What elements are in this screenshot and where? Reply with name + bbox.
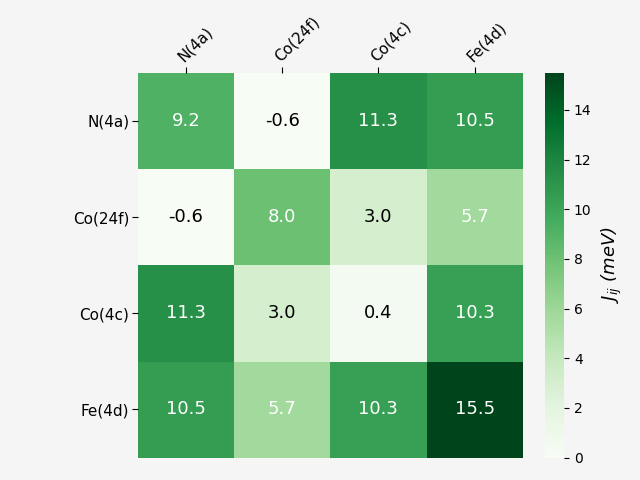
Text: 10.3: 10.3 (358, 400, 398, 419)
Text: -0.6: -0.6 (265, 112, 300, 130)
Text: 11.3: 11.3 (358, 112, 398, 130)
Text: 3.0: 3.0 (268, 304, 296, 322)
Text: 15.5: 15.5 (454, 400, 495, 419)
Text: 0.4: 0.4 (364, 304, 392, 322)
Text: 11.3: 11.3 (166, 304, 206, 322)
Text: -0.6: -0.6 (168, 208, 204, 226)
Text: 10.5: 10.5 (454, 112, 495, 130)
Text: 3.0: 3.0 (364, 208, 392, 226)
Text: 10.3: 10.3 (454, 304, 495, 322)
Text: 5.7: 5.7 (268, 400, 296, 419)
Text: 10.5: 10.5 (166, 400, 206, 419)
Text: 5.7: 5.7 (460, 208, 489, 226)
Text: 9.2: 9.2 (172, 112, 200, 130)
Text: 8.0: 8.0 (268, 208, 296, 226)
Y-axis label: $J_{ij}$ (meV): $J_{ij}$ (meV) (600, 227, 624, 303)
